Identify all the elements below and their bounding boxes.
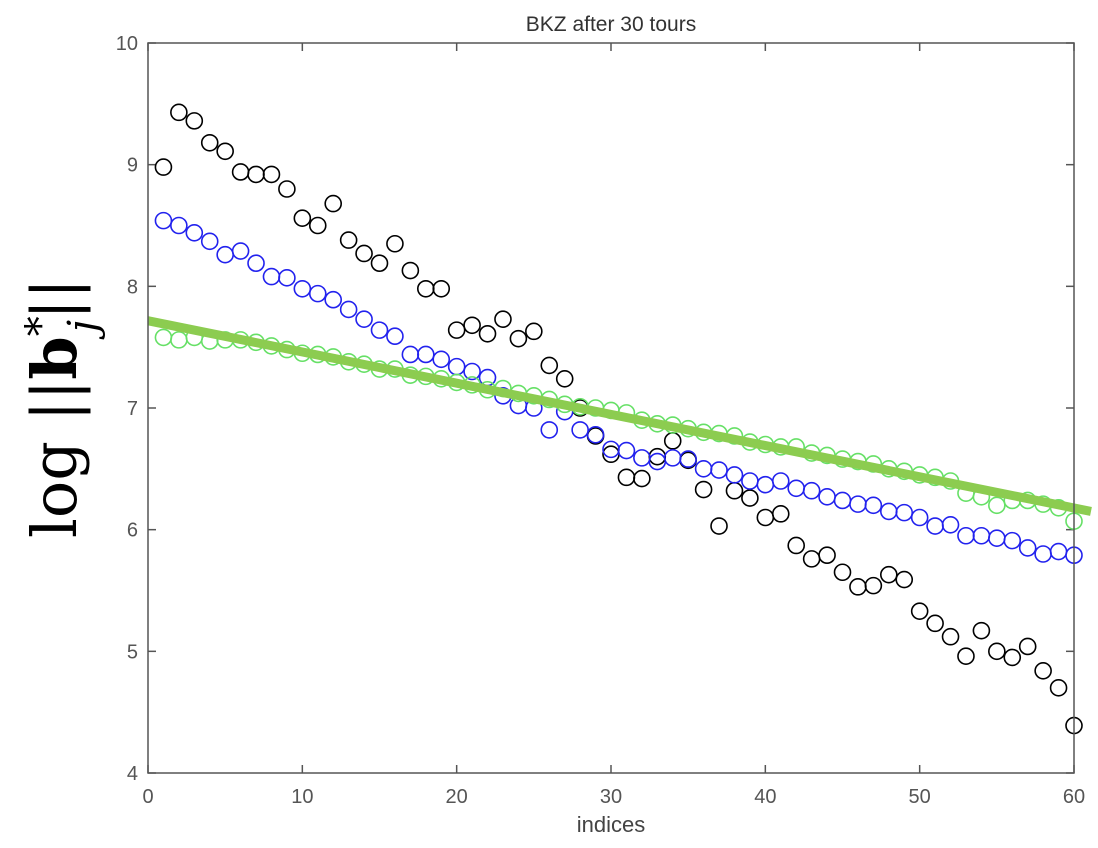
- y-tick-label: 10: [116, 33, 138, 55]
- y-tick-label: 8: [127, 276, 138, 298]
- y-label-symbol: b: [18, 336, 91, 379]
- x-tick-label: 40: [754, 786, 776, 808]
- y-label-suffix: ||: [18, 278, 91, 320]
- x-axis-label: indices: [577, 812, 645, 837]
- x-tick-label: 20: [446, 786, 468, 808]
- y-axis-label: log ||b*j||: [18, 278, 106, 538]
- y-tick-label: 5: [127, 641, 138, 663]
- x-tick-label: 30: [600, 786, 622, 808]
- x-tick-label: 60: [1063, 786, 1085, 808]
- y-tick-label: 9: [127, 155, 138, 177]
- x-tick-label: 10: [291, 786, 313, 808]
- plot-background: [148, 43, 1074, 773]
- chart-title: BKZ after 30 tours: [526, 13, 696, 36]
- x-tick-label: 50: [909, 786, 931, 808]
- y-label-prefix: log ||: [18, 380, 91, 538]
- y-tick-label: 7: [127, 398, 138, 420]
- x-tick-label: 0: [142, 786, 153, 808]
- y-tick-label: 4: [127, 763, 138, 785]
- y-tick-label: 6: [127, 520, 138, 542]
